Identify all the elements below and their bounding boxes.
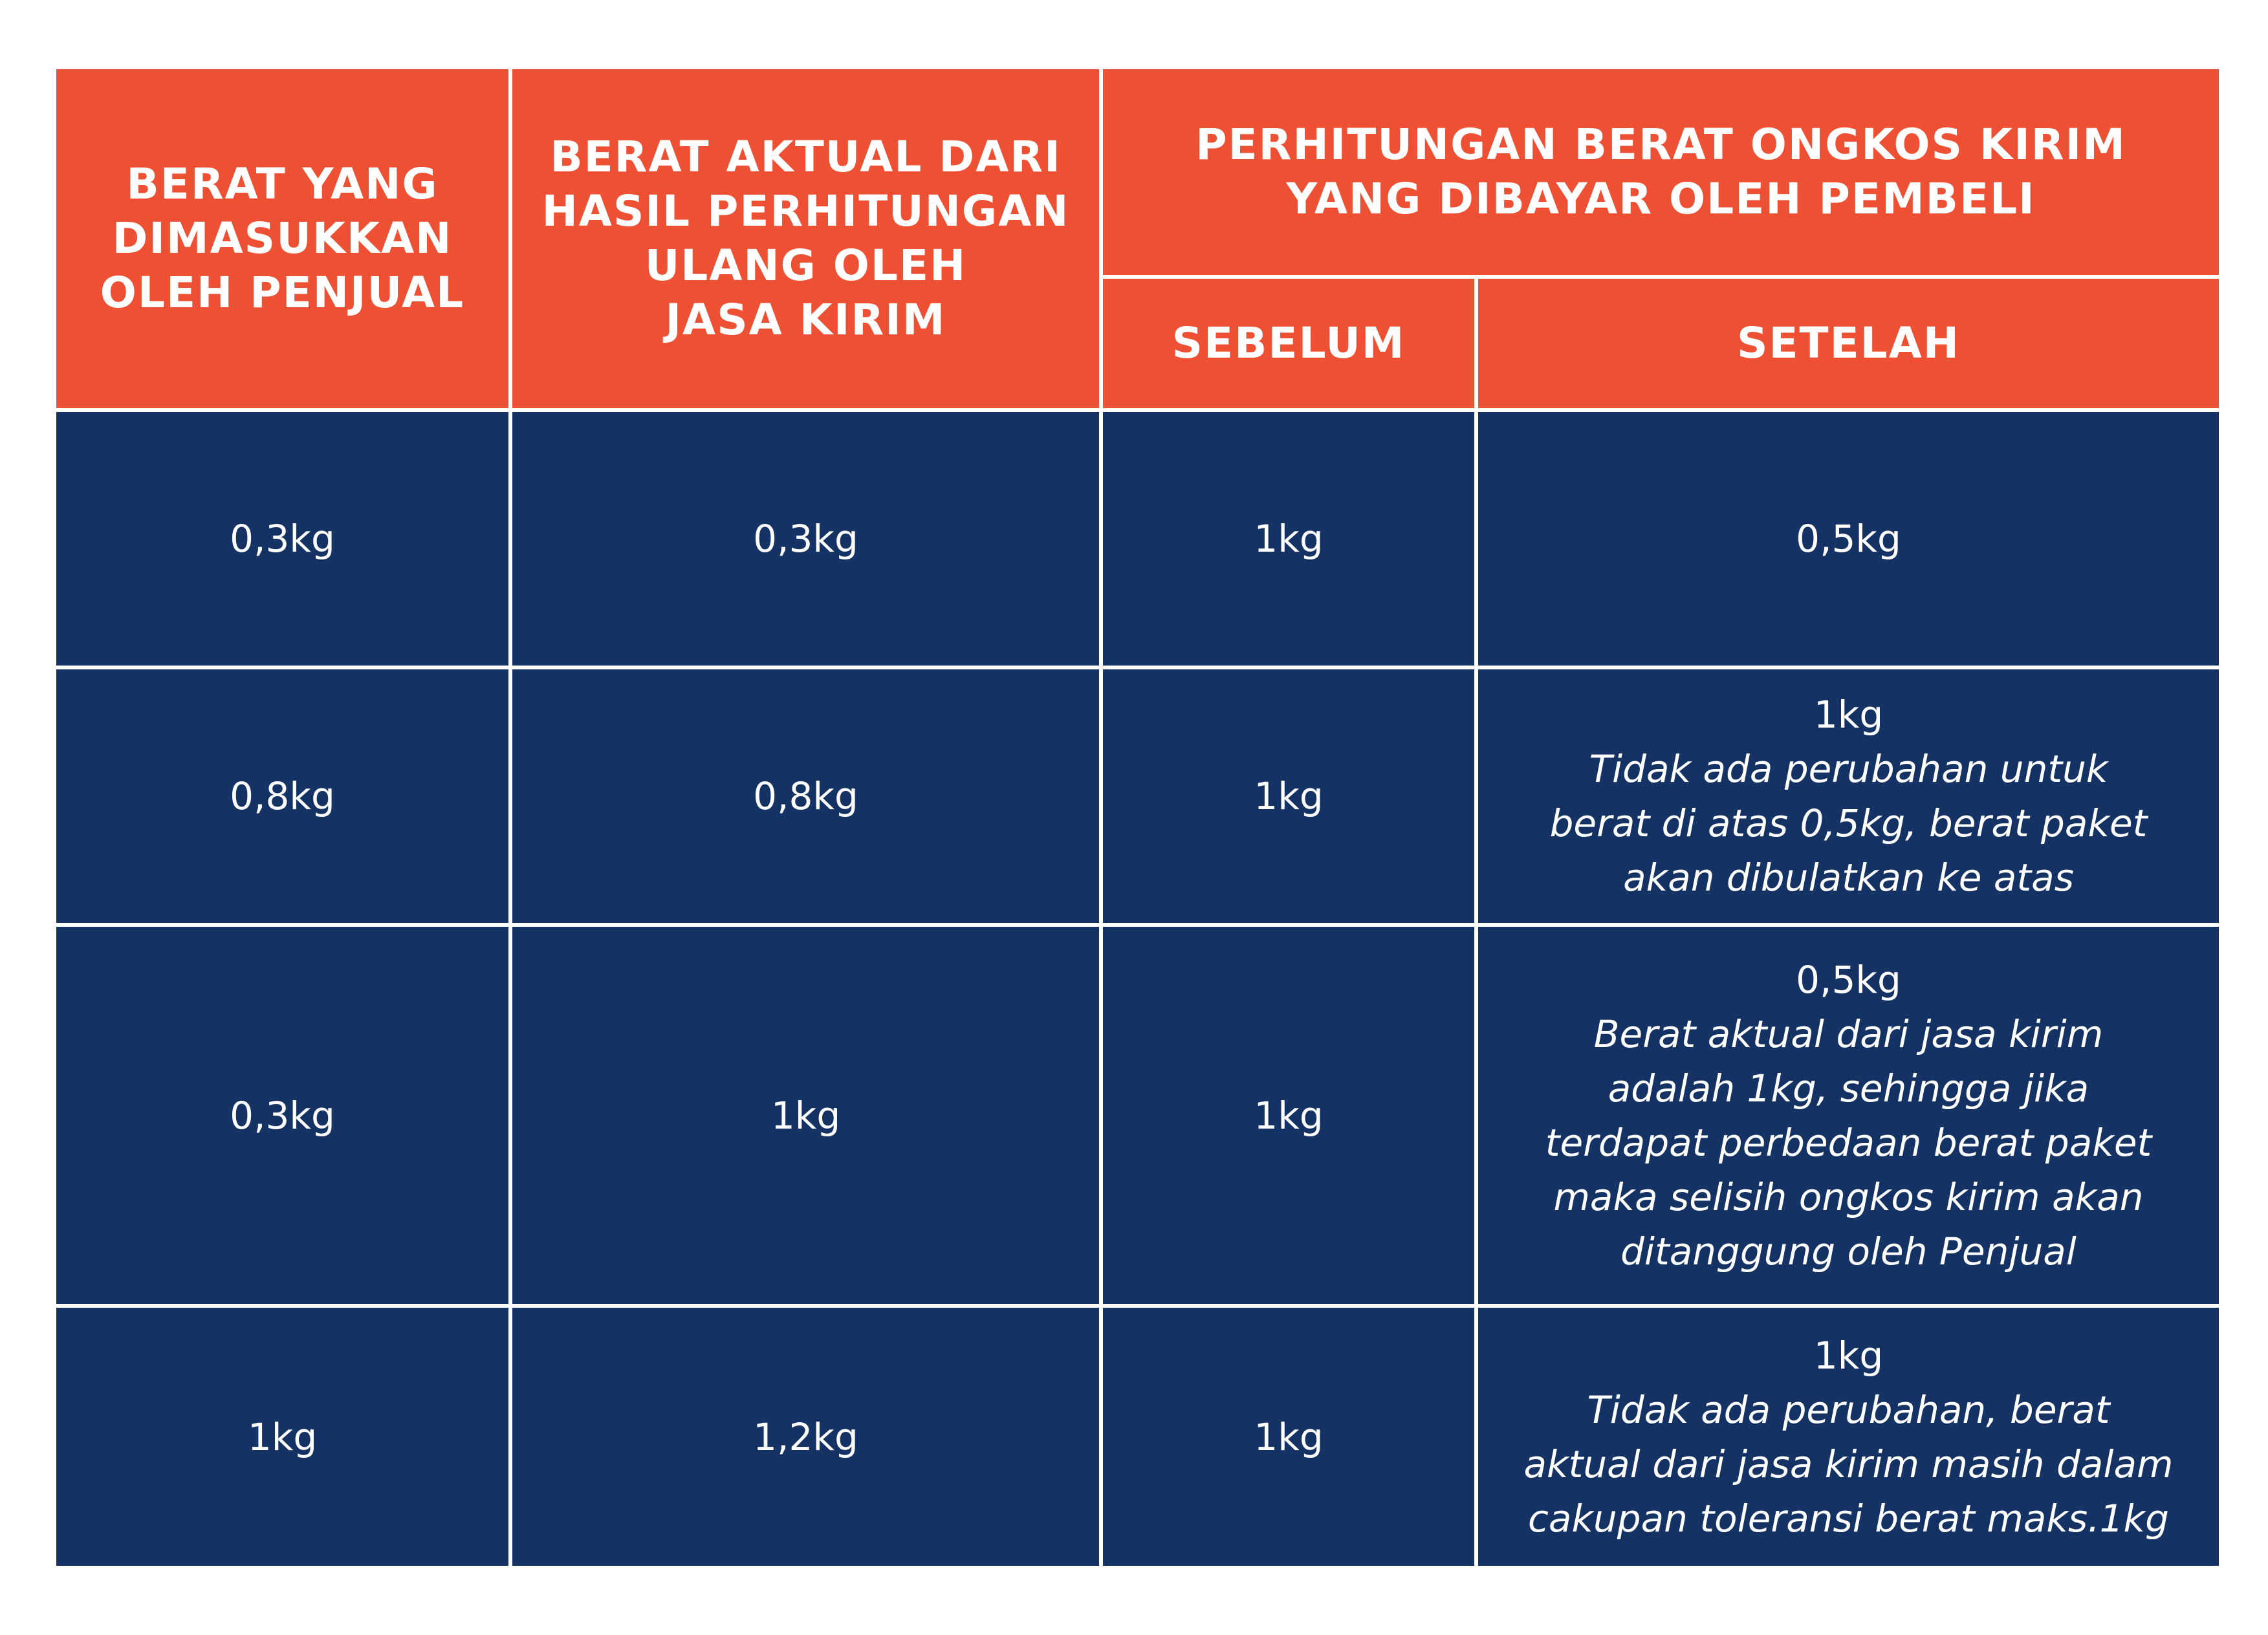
cell-berat-penjual: 0,3kg — [56, 412, 508, 666]
cell-berat-aktual: 1kg — [512, 927, 1099, 1304]
cell-berat-aktual: 1,2kg — [512, 1308, 1099, 1566]
cell-setelah: 0,5kg — [1478, 412, 2219, 666]
cell-berat-aktual: 0,8kg — [512, 669, 1099, 923]
cell-berat-penjual: 1kg — [56, 1308, 508, 1566]
setelah-value: 0,5kg — [1796, 957, 1901, 1002]
cell-sebelum: 1kg — [1103, 1308, 1474, 1566]
setelah-content: 1kg Tidak ada perubahan untuk berat di a… — [1550, 688, 2148, 905]
cell-sebelum: 1kg — [1103, 927, 1474, 1304]
setelah-value: 1kg — [1813, 1333, 1884, 1378]
header-sebelum: SEBELUM — [1103, 279, 1474, 408]
header-berat-penjual: BERAT YANG DIMASUKKAN OLEH PENJUAL — [56, 69, 508, 408]
setelah-value: 1kg — [1813, 693, 1884, 737]
cell-setelah: 0,5kg Berat aktual dari jasa kirim adala… — [1478, 927, 2219, 1304]
cell-setelah: 1kg Tidak ada perubahan untuk berat di a… — [1478, 669, 2219, 923]
cell-setelah: 1kg Tidak ada perubahan, berat aktual da… — [1478, 1308, 2219, 1566]
setelah-note: Berat aktual dari jasa kirim adalah 1kg,… — [1545, 1012, 2152, 1273]
setelah-content: 0,5kg — [1796, 512, 1901, 566]
cell-berat-penjual: 0,3kg — [56, 927, 508, 1304]
setelah-value: 0,5kg — [1796, 517, 1901, 561]
shipping-weight-table: BERAT YANG DIMASUKKAN OLEH PENJUAL BERAT… — [56, 69, 2219, 1567]
cell-berat-aktual: 0,3kg — [512, 412, 1099, 666]
cell-sebelum: 1kg — [1103, 669, 1474, 923]
header-setelah: SETELAH — [1478, 279, 2219, 408]
cell-berat-penjual: 0,8kg — [56, 669, 508, 923]
header-berat-aktual: BERAT AKTUAL DARI HASIL PERHITUNGAN ULAN… — [512, 69, 1099, 408]
cell-sebelum: 1kg — [1103, 412, 1474, 666]
header-perhitungan-ongkir: PERHITUNGAN BERAT ONGKOS KIRIM YANG DIBA… — [1103, 69, 2219, 275]
setelah-content: 1kg Tidak ada perubahan, berat aktual da… — [1523, 1328, 2173, 1546]
setelah-note: Tidak ada perubahan untuk berat di atas … — [1549, 747, 2148, 900]
setelah-content: 0,5kg Berat aktual dari jasa kirim adala… — [1545, 953, 2152, 1279]
setelah-note: Tidak ada perubahan, berat aktual dari j… — [1523, 1387, 2174, 1541]
